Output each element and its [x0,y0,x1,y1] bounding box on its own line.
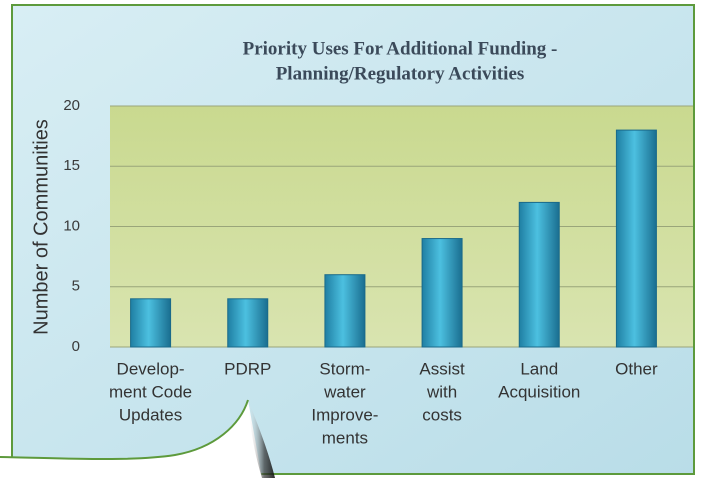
x-tick-label: Develop- [117,359,185,378]
x-tick-label: costs [422,405,462,424]
x-tick-label: Acquisition [498,382,580,401]
y-tick-label: 5 [72,278,80,295]
y-axis-label: Number of Communities [30,119,52,335]
bar [227,298,269,348]
chart-title: Priority Uses For Additional Funding - [243,38,558,59]
x-tick-label: Other [615,359,658,378]
x-tick-label: Updates [119,405,182,424]
y-tick-label: 0 [72,338,80,355]
x-tick-label: with [426,382,457,401]
curl-edge [0,399,249,461]
x-tick-label: PDRP [224,359,271,378]
bar [324,274,366,348]
page-curl [0,400,262,480]
x-tick-label: Improve- [311,405,378,424]
y-tick-label: 20 [63,97,80,114]
y-tick-label: 15 [63,157,80,174]
chart-title: Planning/Regulatory Activities [276,63,525,84]
y-tick-label: 10 [63,217,80,234]
bar [615,129,657,348]
bar [518,201,560,348]
x-tick-label: water [323,382,366,401]
bar [130,298,172,348]
bar [421,238,463,348]
curl-shadow [248,400,275,478]
x-tick-label: Assist [419,359,465,378]
x-tick-label: Land [520,359,558,378]
x-tick-label: ment Code [109,382,192,401]
x-tick-label: Storm- [319,359,370,378]
x-tick-label: ments [322,428,368,447]
